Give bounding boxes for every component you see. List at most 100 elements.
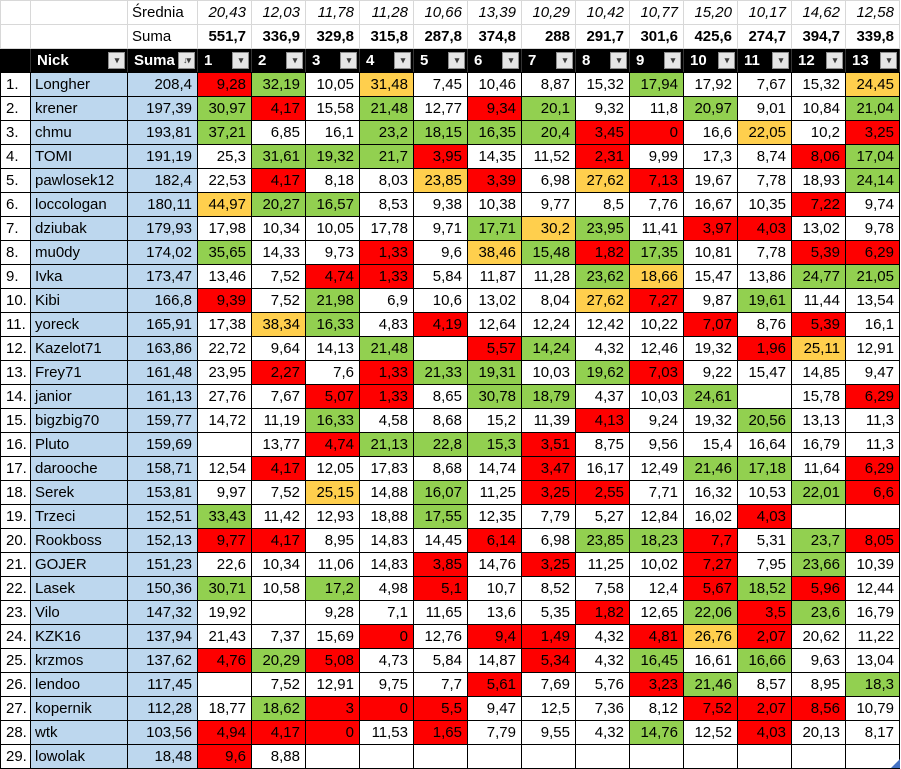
score-cell-round-2[interactable]: 4,17 bbox=[251, 456, 306, 481]
score-cell-round-11[interactable]: 5,31 bbox=[737, 528, 792, 553]
score-cell-round-4[interactable]: 0 bbox=[359, 696, 414, 721]
suma-cell[interactable]: 117,45 bbox=[127, 672, 198, 697]
score-cell-round-7[interactable]: 3,47 bbox=[521, 456, 576, 481]
score-cell-round-8[interactable]: 23,85 bbox=[575, 528, 630, 553]
round-6-filter-dropdown-icon[interactable]: ▾ bbox=[502, 52, 519, 69]
round-1-filter-dropdown-icon[interactable]: ▾ bbox=[232, 52, 249, 69]
score-cell-round-1[interactable]: 14,72 bbox=[197, 408, 252, 433]
score-cell-round-9[interactable]: 8,12 bbox=[629, 696, 684, 721]
rank-cell[interactable]: 23. bbox=[0, 600, 31, 625]
suma-cell[interactable]: 18,48 bbox=[127, 744, 198, 769]
score-cell-round-1[interactable] bbox=[197, 672, 252, 697]
score-cell-round-10[interactable]: 16,67 bbox=[683, 192, 738, 217]
rank-cell[interactable]: 26. bbox=[0, 672, 31, 697]
score-cell-round-6[interactable]: 15,3 bbox=[467, 432, 522, 457]
score-cell-round-1[interactable]: 22,6 bbox=[197, 552, 252, 577]
round-13-filter-dropdown-icon[interactable]: ▾ bbox=[880, 52, 897, 69]
score-cell-round-6[interactable]: 17,71 bbox=[467, 216, 522, 241]
score-cell-round-11[interactable]: 2,07 bbox=[737, 696, 792, 721]
suma-cell[interactable]: 159,77 bbox=[127, 408, 198, 433]
score-cell-round-11[interactable]: 20,56 bbox=[737, 408, 792, 433]
score-cell-round-3[interactable]: 16,33 bbox=[305, 408, 360, 433]
score-cell-round-2[interactable]: 2,27 bbox=[251, 360, 306, 385]
score-cell-round-4[interactable]: 21,48 bbox=[359, 96, 414, 121]
score-cell-round-4[interactable]: 17,78 bbox=[359, 216, 414, 241]
score-cell-round-5[interactable] bbox=[413, 336, 468, 361]
nick-cell[interactable]: Trzeci bbox=[30, 504, 128, 529]
score-cell-round-4[interactable]: 11,53 bbox=[359, 720, 414, 745]
score-cell-round-11[interactable]: 10,53 bbox=[737, 480, 792, 505]
score-cell-round-7[interactable]: 18,79 bbox=[521, 384, 576, 409]
score-cell-round-4[interactable]: 8,53 bbox=[359, 192, 414, 217]
score-cell-round-10[interactable]: 16,6 bbox=[683, 120, 738, 145]
score-cell-round-2[interactable]: 38,34 bbox=[251, 312, 306, 337]
score-cell-round-9[interactable]: 10,03 bbox=[629, 384, 684, 409]
suma-cell[interactable]: 161,13 bbox=[127, 384, 198, 409]
score-cell-round-11[interactable]: 7,95 bbox=[737, 552, 792, 577]
suma-sort-descending-filter-icon[interactable]: ↓▾ bbox=[178, 52, 195, 69]
score-cell-round-4[interactable]: 14,83 bbox=[359, 552, 414, 577]
score-cell-round-8[interactable]: 4,37 bbox=[575, 384, 630, 409]
score-cell-round-7[interactable]: 15,48 bbox=[521, 240, 576, 265]
score-cell-round-13[interactable]: 21,04 bbox=[845, 96, 900, 121]
score-cell-round-8[interactable]: 4,32 bbox=[575, 648, 630, 673]
average-value-round-10[interactable]: 15,20 bbox=[683, 0, 738, 25]
score-cell-round-2[interactable]: 20,29 bbox=[251, 648, 306, 673]
score-cell-round-3[interactable]: 5,07 bbox=[305, 384, 360, 409]
score-cell-round-7[interactable]: 5,35 bbox=[521, 600, 576, 625]
rank-cell[interactable]: 28. bbox=[0, 720, 31, 745]
score-cell-round-7[interactable]: 1,49 bbox=[521, 624, 576, 649]
score-cell-round-12[interactable]: 10,84 bbox=[791, 96, 846, 121]
score-cell-round-13[interactable]: 24,45 bbox=[845, 72, 900, 97]
score-cell-round-9[interactable] bbox=[629, 744, 684, 769]
nick-cell[interactable]: KZK16 bbox=[30, 624, 128, 649]
suma-cell[interactable]: 150,36 bbox=[127, 576, 198, 601]
score-cell-round-5[interactable]: 3,85 bbox=[413, 552, 468, 577]
score-cell-round-3[interactable]: 17,2 bbox=[305, 576, 360, 601]
score-cell-round-8[interactable]: 5,76 bbox=[575, 672, 630, 697]
rank-cell[interactable]: 25. bbox=[0, 648, 31, 673]
score-cell-round-3[interactable]: 11,06 bbox=[305, 552, 360, 577]
suma-cell[interactable]: 166,8 bbox=[127, 288, 198, 313]
score-cell-round-7[interactable]: 6,98 bbox=[521, 168, 576, 193]
score-cell-round-6[interactable]: 14,87 bbox=[467, 648, 522, 673]
suma-cell[interactable]: 103,56 bbox=[127, 720, 198, 745]
sum-value-round-12[interactable]: 394,7 bbox=[791, 24, 846, 49]
score-cell-round-5[interactable]: 5,84 bbox=[413, 264, 468, 289]
score-cell-round-13[interactable]: 13,54 bbox=[845, 288, 900, 313]
score-cell-round-7[interactable]: 7,79 bbox=[521, 504, 576, 529]
score-cell-round-5[interactable]: 8,68 bbox=[413, 456, 468, 481]
score-cell-round-7[interactable]: 10,03 bbox=[521, 360, 576, 385]
score-cell-round-4[interactable]: 4,58 bbox=[359, 408, 414, 433]
score-cell-round-9[interactable]: 9,56 bbox=[629, 432, 684, 457]
score-cell-round-5[interactable]: 1,65 bbox=[413, 720, 468, 745]
suma-cell[interactable]: 147,32 bbox=[127, 600, 198, 625]
score-cell-round-8[interactable]: 23,62 bbox=[575, 264, 630, 289]
rank-cell[interactable]: 22. bbox=[0, 576, 31, 601]
score-cell-round-1[interactable]: 25,3 bbox=[197, 144, 252, 169]
score-cell-round-4[interactable]: 31,48 bbox=[359, 72, 414, 97]
score-cell-round-4[interactable]: 4,98 bbox=[359, 576, 414, 601]
suma-cell[interactable]: 179,93 bbox=[127, 216, 198, 241]
score-cell-round-11[interactable]: 4,03 bbox=[737, 720, 792, 745]
score-cell-round-1[interactable]: 22,72 bbox=[197, 336, 252, 361]
score-cell-round-6[interactable]: 16,35 bbox=[467, 120, 522, 145]
round-column-header-13[interactable]: 13 ▾ bbox=[845, 48, 900, 73]
score-cell-round-8[interactable]: 2,55 bbox=[575, 480, 630, 505]
score-cell-round-9[interactable]: 7,03 bbox=[629, 360, 684, 385]
score-cell-round-3[interactable]: 4,74 bbox=[305, 264, 360, 289]
suma-cell[interactable]: 193,81 bbox=[127, 120, 198, 145]
score-cell-round-2[interactable]: 4,17 bbox=[251, 528, 306, 553]
score-cell-round-9[interactable]: 0 bbox=[629, 120, 684, 145]
score-cell-round-5[interactable]: 17,55 bbox=[413, 504, 468, 529]
score-cell-round-13[interactable]: 24,14 bbox=[845, 168, 900, 193]
score-cell-round-1[interactable]: 27,76 bbox=[197, 384, 252, 409]
score-cell-round-10[interactable] bbox=[683, 744, 738, 769]
round-8-filter-dropdown-icon[interactable]: ▾ bbox=[610, 52, 627, 69]
score-cell-round-10[interactable]: 7,7 bbox=[683, 528, 738, 553]
score-cell-round-4[interactable]: 21,48 bbox=[359, 336, 414, 361]
suma-cell[interactable]: 191,19 bbox=[127, 144, 198, 169]
score-cell-round-1[interactable]: 33,43 bbox=[197, 504, 252, 529]
score-cell-round-6[interactable]: 9,47 bbox=[467, 696, 522, 721]
score-cell-round-11[interactable]: 3,5 bbox=[737, 600, 792, 625]
